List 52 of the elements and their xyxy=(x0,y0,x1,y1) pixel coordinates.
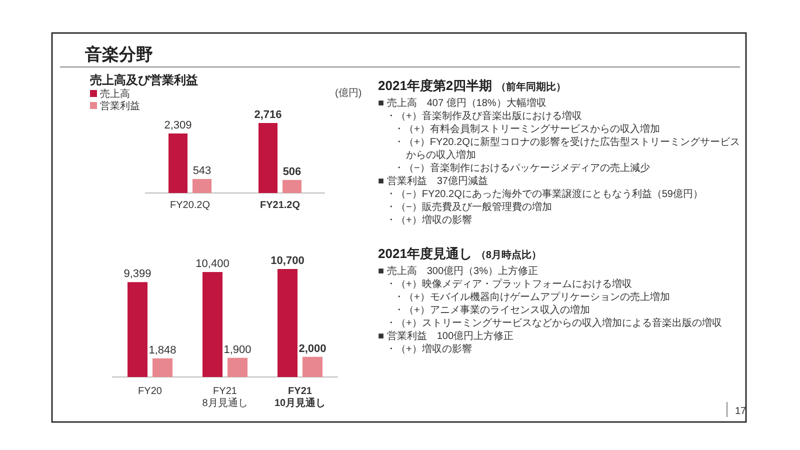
bar xyxy=(168,133,188,193)
data-label: 506 xyxy=(282,166,302,178)
text: （8月時点比） xyxy=(476,249,542,261)
text: ■ 売上高 300億円（3%）上方修正 xyxy=(378,265,538,277)
text: ・（+）有料会員制ストリーミングサービスからの収入増加 xyxy=(394,123,660,135)
text: ・（+）増収の影響 xyxy=(386,214,472,226)
legend-label: 売上高 xyxy=(100,88,130,100)
text: ■ 営業利益 100億円上方修正 xyxy=(378,330,514,342)
bar xyxy=(282,180,302,193)
x-tick-label: FY20 xyxy=(138,386,162,397)
x-tick-label: FY21 8月見通し xyxy=(202,386,248,409)
data-label: 1,900 xyxy=(224,344,252,356)
bar xyxy=(192,179,212,193)
chart-title: 音楽分野 xyxy=(84,45,153,64)
bar xyxy=(278,269,298,377)
text: ・（+）アニメ事業のライセンス収入の増加 xyxy=(394,304,590,316)
data-label: 2,000 xyxy=(298,342,326,355)
data-label: 1,848 xyxy=(148,344,176,356)
data-label: 10,700 xyxy=(270,255,304,267)
text: （前年同期比） xyxy=(496,81,566,93)
x-tick-label: FY21 10月見通し xyxy=(274,386,326,409)
data-label: 10,400 xyxy=(196,258,230,270)
legend-label: 営業利益 xyxy=(100,100,140,112)
data-label: 543 xyxy=(192,165,212,178)
text: (億円) xyxy=(335,87,362,99)
text: ・（−）音楽制作におけるパッケージメディアの売上減少 xyxy=(394,162,650,174)
text: からの収入増加 xyxy=(406,149,476,161)
text: 2021年度見通し xyxy=(378,246,472,261)
data-label: 2,716 xyxy=(254,109,282,121)
text: 17 xyxy=(735,406,747,417)
data-label: 9,399 xyxy=(124,268,152,280)
bar xyxy=(202,272,222,377)
text: ■ 営業利益 37億円減益 xyxy=(378,175,488,187)
text: ・（+）モバイル機器向けゲームアプリケーションの売上増加 xyxy=(394,291,670,303)
data-label: 2,309 xyxy=(164,119,192,132)
bar xyxy=(228,358,248,377)
chart-subtitle: 売上高及び営業利益 xyxy=(90,73,198,87)
bar xyxy=(302,356,322,377)
x-tick-label: FY20.2Q xyxy=(170,200,210,211)
text: ・（−）FY20.2Qにあった海外での事業譲渡にともなう利益（59億円） xyxy=(386,188,703,200)
text: ■ 売上高 407 億円（18%）大幅増収 xyxy=(378,97,546,109)
x-tick-label: FY21.2Q xyxy=(260,200,300,211)
text: ・（+）映像メディア・プラットフォームにおける増収 xyxy=(386,278,632,290)
text: ・（+）増収の影響 xyxy=(386,343,472,355)
text: 2021年度第2四半期 xyxy=(378,78,492,93)
text: ・（+）FY20.2Qに新型コロナの影響を受けた広告型ストリーミングサービス xyxy=(394,136,740,148)
bar xyxy=(152,358,172,377)
text: ・（+）音楽制作及び音楽出版における増収 xyxy=(386,110,582,122)
bar xyxy=(258,123,278,193)
bar xyxy=(128,282,148,377)
text: ・（+）ストリーミングサービスなどからの収入増加による音楽出版の増収 xyxy=(386,317,722,329)
text: ・（−）販売費及び一般管理費の増加 xyxy=(386,201,552,213)
